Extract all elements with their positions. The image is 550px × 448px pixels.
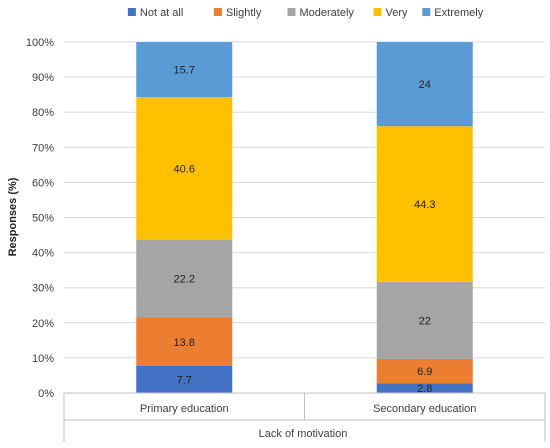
legend-label: Moderately [300,7,355,19]
data-label: 2.8 [417,383,432,395]
bar-segment [136,239,233,318]
legend-swatch [127,8,136,16]
data-label: 22 [419,315,431,327]
bar-segment [136,317,233,366]
y-axis-ticks: 0% 10% 20% 30% 40% 50% 60% 70% 80% 90% 100% [26,37,54,400]
y-tick-label: 90% [32,72,54,84]
legend-label: Extremely [434,7,483,19]
bar-segment [376,383,473,393]
bar-segment [136,42,233,98]
x-axis: Primary education Secondary education [63,392,546,442]
y-tick-label: 100% [26,37,54,49]
legend-label: Not at all [140,7,183,19]
legend-label: Slightly [226,7,262,19]
data-label: 15.7 [174,65,195,77]
y-tick-label: 70% [32,142,54,154]
legend-swatch [373,8,382,16]
y-tick-label: 60% [32,177,54,189]
x-tick-label: Secondary education [373,403,476,415]
gridlines [64,41,545,359]
data-label: 6.9 [417,366,432,378]
data-label: 13.8 [174,337,195,349]
y-tick-label: 80% [32,107,54,119]
data-label: 40.6 [174,163,195,175]
bar-segment [376,126,473,282]
x-tick-label: Primary education [140,403,229,415]
bars: 7.7 13.8 22.2 40.6 15.7 2.8 6.9 22 44.3 24 [136,42,473,395]
legend-label: Very [386,7,409,19]
legend-swatch [287,8,296,16]
legend: Not at all Slightly Moderately Very Extremel… [127,7,484,19]
data-label: 24 [419,79,431,91]
bar-segment [136,97,233,240]
y-axis-title: Responses (%) [7,177,19,256]
y-tick-label: 0% [38,388,54,400]
y-tick-label: 30% [32,283,54,295]
data-label: 44.3 [414,199,435,211]
bar-segment [376,358,473,384]
legend-swatch [422,8,431,16]
y-tick-label: 20% [32,318,54,330]
bar-segment [136,365,233,393]
y-tick-label: 50% [32,213,54,225]
data-label: 22.2 [174,274,195,286]
y-tick-label: 10% [32,353,54,365]
legend-swatch [213,8,222,16]
data-label: 7.7 [177,374,192,386]
bar-segment [376,42,473,127]
y-tick-label: 40% [32,248,54,260]
bar-segment [376,281,473,359]
group-label: Lack of motivation [259,428,348,440]
